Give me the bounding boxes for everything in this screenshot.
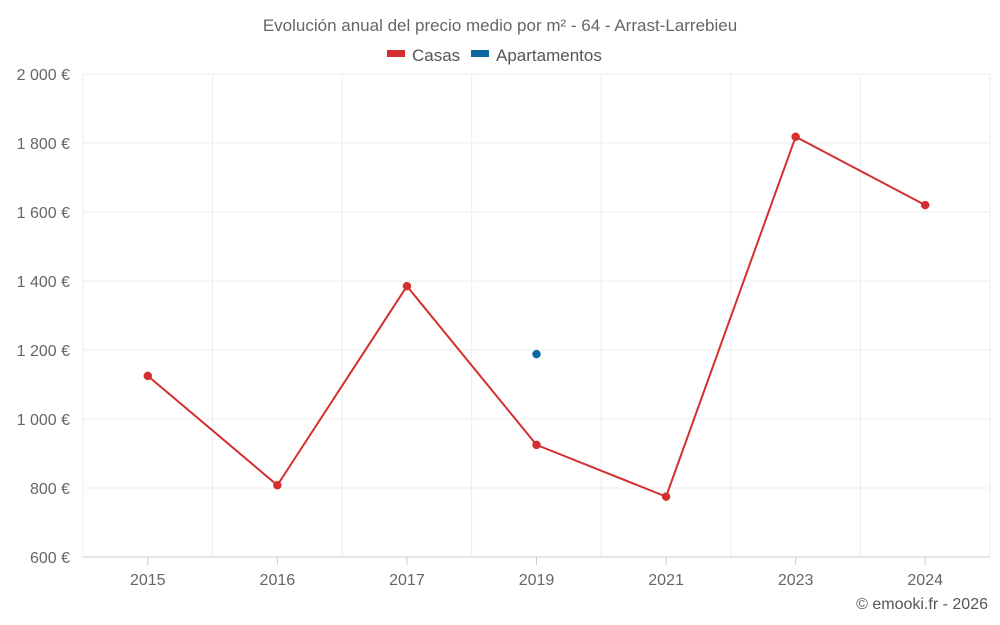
- legend-swatch-casas: [387, 50, 405, 57]
- chart-title: Evolución anual del precio medio por m² …: [263, 16, 737, 35]
- x-tick-label: 2017: [389, 572, 425, 589]
- x-tick-label: 2023: [778, 572, 814, 589]
- y-tick-label: 1 600 €: [17, 205, 70, 222]
- x-tick-label: 2021: [648, 572, 684, 589]
- data-point-apartamentos-2019[interactable]: [532, 349, 541, 359]
- x-tick-label: 2016: [260, 572, 296, 589]
- legend-swatch-apartamentos: [471, 50, 489, 57]
- y-tick-label: 1 000 €: [17, 412, 70, 429]
- chart-legend: Casas Apartamentos: [387, 46, 602, 65]
- data-point-casas-2016[interactable]: [273, 480, 282, 490]
- data-point-casas-2015[interactable]: [143, 371, 153, 381]
- data-point-casas-2024[interactable]: [920, 200, 930, 210]
- x-tick-label: 2024: [907, 572, 943, 589]
- grid-lines: [82, 73, 991, 558]
- y-tick-label: 1 800 €: [17, 136, 70, 153]
- legend-label-apartamentos[interactable]: Apartamentos: [496, 46, 602, 65]
- y-tick-label: 2 000 €: [17, 67, 70, 84]
- data-point-casas-2021[interactable]: [661, 492, 671, 501]
- y-tick-label: 1 400 €: [17, 274, 70, 291]
- data-point-casas-2023[interactable]: [791, 132, 800, 142]
- x-tick-label: 2015: [130, 572, 166, 589]
- y-tick-label: 600 €: [30, 550, 70, 567]
- data-point-casas-2019[interactable]: [532, 440, 541, 450]
- axes: 2 000 € 1 800 € 1 600 € 1 400 € 1 200 € 1 000…: [17, 67, 944, 589]
- legend-label-casas[interactable]: Casas: [412, 46, 460, 65]
- y-tick-label: 1 200 €: [17, 343, 70, 360]
- data-point-casas-2017[interactable]: [402, 281, 412, 291]
- series: [143, 132, 930, 501]
- y-tick-label: 800 €: [30, 481, 70, 498]
- x-tick-label: 2019: [519, 572, 555, 589]
- copyright-credit: © emooki.fr - 2026: [856, 596, 988, 613]
